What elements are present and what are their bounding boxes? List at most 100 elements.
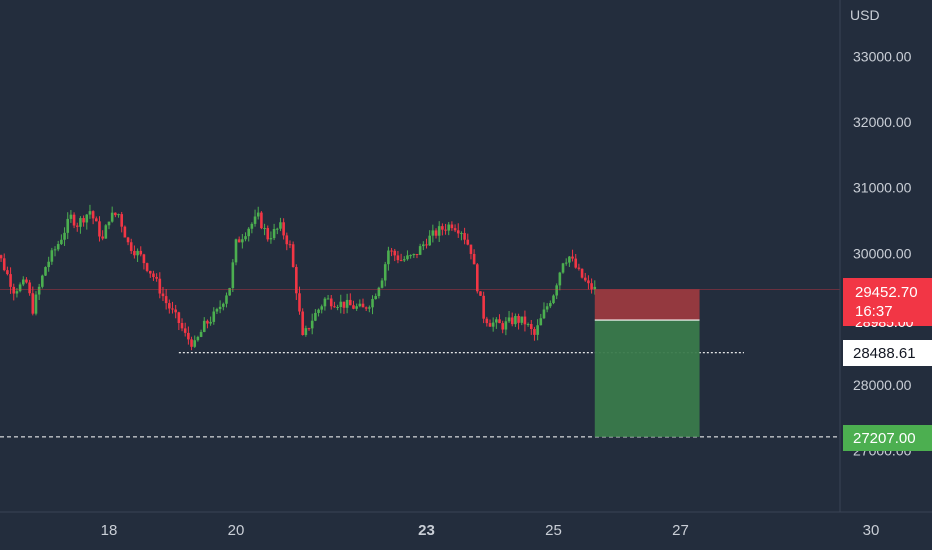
candle-body	[466, 239, 470, 245]
candle-body	[323, 298, 327, 307]
candle-body	[117, 214, 120, 216]
candle-body	[409, 255, 412, 257]
time-axis-ticks[interactable]: 18 20 23 25 27 30	[101, 522, 880, 539]
candle-body	[393, 250, 397, 256]
candle-body	[50, 250, 54, 262]
target-price-badge: 27207.00	[843, 425, 932, 451]
candle-body	[431, 230, 435, 236]
price-tick-label: 28000.00	[853, 377, 912, 393]
candle-body	[399, 260, 403, 262]
candle-body	[329, 298, 333, 307]
candle-body	[453, 228, 457, 231]
candle-body	[241, 239, 244, 243]
candle-body	[215, 309, 219, 312]
time-tick-label: 20	[228, 522, 245, 539]
candle-body	[126, 237, 130, 243]
candle-body	[133, 250, 136, 256]
candle-body	[514, 315, 517, 325]
candle-body	[542, 309, 546, 319]
candle-body	[456, 230, 460, 234]
candle-body	[263, 228, 266, 230]
currency-label: USD	[850, 7, 880, 23]
candle-body	[291, 244, 295, 268]
candle-body	[15, 291, 19, 294]
candle-body	[552, 295, 555, 304]
candle-body	[266, 228, 270, 240]
candle-body	[120, 214, 123, 227]
candle-body	[183, 328, 187, 333]
candle-body	[123, 226, 127, 238]
candle-body	[444, 229, 447, 231]
last-price-badge: 28985.00 29452.70 16:37	[843, 278, 932, 330]
candle-body	[320, 306, 324, 310]
candle-body	[520, 316, 524, 323]
entry-price-value: 28488.61	[853, 345, 916, 362]
price-tick-label: 31000.00	[853, 180, 912, 196]
candle-body	[390, 250, 393, 252]
candle-body	[107, 221, 111, 226]
candle-body	[307, 328, 311, 330]
candle-body	[250, 223, 254, 229]
candle-body	[342, 301, 346, 308]
candle-body	[139, 250, 143, 255]
candle-body	[72, 214, 76, 226]
candle-body	[202, 320, 206, 332]
candle-body	[364, 307, 368, 309]
candle-body	[136, 250, 139, 256]
candle-body	[587, 280, 590, 284]
candle-body	[593, 286, 597, 290]
candle-body	[37, 286, 41, 295]
candle-body	[253, 216, 257, 224]
entry-price-badge: 28488.61	[843, 340, 932, 366]
candle-body	[558, 272, 562, 286]
candle-body	[145, 263, 149, 271]
candle-body	[498, 319, 501, 324]
candle-body	[247, 228, 250, 237]
candle-body	[422, 244, 425, 247]
candle-body	[279, 222, 282, 229]
candle-body	[152, 273, 155, 278]
price-tick-label: 32000.00	[853, 114, 912, 130]
candle-body	[501, 323, 504, 330]
candle-body	[549, 303, 552, 307]
candle-body	[142, 254, 146, 264]
candle-body	[2, 258, 6, 271]
candle-body	[269, 238, 273, 240]
candle-body	[31, 293, 35, 314]
candle-body	[418, 246, 422, 255]
candle-body	[441, 226, 444, 230]
candle-body	[415, 253, 419, 255]
candle-body	[82, 218, 85, 223]
candle-body	[371, 299, 374, 308]
candle-body	[580, 268, 584, 278]
candle-body	[412, 253, 416, 256]
candle-body	[275, 228, 279, 230]
candle-body	[34, 294, 38, 314]
candle-body	[98, 221, 101, 237]
candle-body	[314, 312, 317, 321]
candle-body	[196, 336, 200, 341]
candle-body	[180, 323, 184, 329]
candle-body	[18, 284, 22, 292]
candle-body	[406, 255, 409, 260]
candle-body	[479, 291, 482, 296]
candle-body	[374, 296, 377, 300]
candle-body	[75, 225, 79, 227]
candle-body	[333, 306, 336, 308]
candle-body	[21, 279, 25, 285]
candle-body	[304, 328, 308, 335]
candle-body	[447, 224, 451, 231]
time-tick-label: 25	[545, 522, 562, 539]
take-profit-zone[interactable]	[594, 320, 700, 437]
candle-body	[529, 324, 533, 330]
candle-body	[209, 321, 212, 324]
stop-loss-zone[interactable]	[594, 289, 700, 321]
candle-body	[310, 320, 314, 329]
candle-body	[488, 323, 492, 327]
candle-body	[396, 255, 400, 261]
candle-body	[561, 263, 565, 273]
candle-body	[56, 244, 60, 250]
candle-body	[47, 261, 50, 268]
candle-body	[526, 324, 530, 326]
